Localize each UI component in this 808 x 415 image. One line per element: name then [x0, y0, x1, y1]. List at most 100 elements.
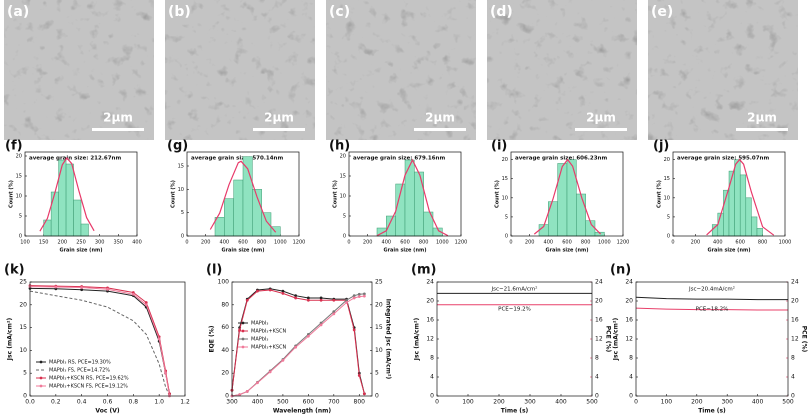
series-line — [635, 296, 788, 301]
scale-bar-label: 2μm — [264, 111, 294, 125]
x-tick-label: 700 — [328, 399, 340, 406]
y2-tick-label: 16 — [791, 317, 799, 324]
data-point — [332, 298, 336, 302]
y-tick-label: 20 — [625, 298, 633, 305]
x-tick-label: 800 — [419, 240, 429, 246]
y-axis-label: Count (%) — [333, 180, 339, 208]
x-tick-label: 1000 — [436, 240, 449, 246]
y2-tick-label: 0 — [375, 393, 379, 400]
chart-title: average grain size: 679.16nm — [353, 156, 445, 162]
y-axis-label: Count (%) — [495, 180, 501, 208]
data-point — [281, 292, 285, 295]
data-point — [245, 298, 249, 302]
fit-curve — [39, 157, 95, 232]
legend-label: MAPbI₃ — [251, 337, 268, 343]
image-label: (a) — [7, 4, 29, 20]
plot-frame — [510, 151, 624, 237]
y-tick-label: 10 — [19, 347, 27, 354]
y-tick-label: 0 — [181, 234, 184, 240]
annotation: PCE~18.2% — [696, 307, 729, 313]
scale-bar — [414, 128, 466, 131]
x-tick-label: 0 — [509, 240, 512, 246]
x-tick-label: 0 — [435, 399, 439, 406]
x-tick-label: 0 — [671, 240, 674, 246]
x-tick-label: 1.2 — [180, 399, 190, 406]
y2-tick-label: 0 — [595, 393, 599, 400]
y-tick-label: 0 — [629, 393, 633, 400]
data-point — [144, 303, 148, 307]
x-tick-label: 400 — [555, 399, 567, 406]
fit-curve — [209, 160, 277, 233]
x-tick-label: 0.2 — [51, 399, 61, 406]
x-tick-label: 0 — [185, 240, 188, 246]
histogram-bar — [233, 179, 244, 237]
panel-label: (f) — [5, 139, 23, 154]
x-tick-label: 1200 — [293, 240, 306, 246]
x-tick-label: 100 — [462, 399, 474, 406]
legend-marker — [241, 321, 245, 325]
x-tick-label: 1.0 — [154, 399, 164, 406]
legend-label: MAPbI₃+KSCN — [251, 345, 287, 351]
x-tick-label: 800 — [257, 240, 267, 246]
x-tick-label: 200 — [363, 240, 373, 246]
y2-tick-label: 12 — [791, 336, 799, 343]
x-tick-label: 0.8 — [129, 399, 139, 406]
scale-bar — [92, 128, 144, 131]
annotation: Jsc~20.4mA/cm² — [688, 286, 735, 293]
y2-tick-label: 12 — [595, 336, 603, 343]
legend-label: MAPbI₃ — [251, 321, 268, 327]
data-point — [345, 298, 348, 302]
plot-frame — [635, 281, 789, 397]
y-axis-label: Count (%) — [9, 180, 15, 208]
panel-label: (h) — [329, 139, 350, 154]
y2-axis-label: PCE (%) — [605, 326, 612, 353]
y-tick-label: 15 — [178, 164, 184, 170]
x-tick-label: 1200 — [455, 240, 468, 246]
y-tick-label: 10 — [502, 195, 508, 201]
sem-image — [487, 0, 637, 140]
y-tick-label: 20 — [19, 301, 27, 308]
legend-marker — [241, 337, 245, 341]
legend-marker — [241, 329, 245, 333]
x-tick-label: 200 — [58, 240, 68, 246]
data-point — [362, 392, 366, 396]
legend-label: MAPbI₃ FS, PCE=14.72% — [49, 368, 110, 374]
y2-tick-label: 16 — [595, 317, 603, 324]
panel-label: (k) — [4, 263, 25, 278]
panel-label: (i) — [491, 139, 507, 154]
y-tick-label: 15 — [340, 174, 346, 180]
x-tick-label: 400 — [752, 399, 764, 406]
sem-image — [326, 0, 476, 140]
y-tick-label: 40 — [221, 347, 229, 354]
y-tick-label: 5 — [19, 214, 22, 220]
scale-bar-label: 2μm — [747, 111, 777, 125]
histogram-bar — [576, 193, 586, 237]
x-tick-label: 200 — [493, 399, 505, 406]
legend-label: MAPbI₃ RS, PCE=19.30% — [49, 360, 111, 366]
annotation: Jsc~21.6mA/cm² — [491, 286, 538, 293]
data-point — [256, 289, 259, 293]
y-axis-label: Jsc (mA/cm²) — [7, 318, 14, 362]
plot-frame — [348, 151, 462, 237]
x-tick-label: 400 — [713, 240, 723, 246]
y-tick-label: 10 — [340, 194, 346, 200]
x-tick-label: 100 — [20, 240, 30, 246]
x-tick-label: 300 — [226, 399, 238, 406]
data-point — [80, 288, 84, 292]
x-tick-label: 400 — [252, 399, 264, 406]
image-label: (e) — [651, 4, 673, 20]
y-tick-label: 15 — [502, 176, 508, 182]
scale-bar-label: 2μm — [103, 111, 133, 125]
sem-image — [648, 0, 798, 140]
panel-label: (m) — [411, 263, 436, 278]
y2-tick-label: 4 — [791, 374, 795, 381]
chart-title: average grain size: 212.67nm — [29, 156, 121, 162]
x-axis-label: Grain size (nm) — [383, 248, 426, 254]
y-tick-label: 4 — [430, 374, 434, 381]
data-point — [157, 337, 161, 341]
panel-label: (g) — [167, 139, 188, 154]
x-tick-label: 100 — [661, 399, 673, 406]
data-point — [268, 370, 272, 374]
fit-curve — [706, 158, 775, 236]
